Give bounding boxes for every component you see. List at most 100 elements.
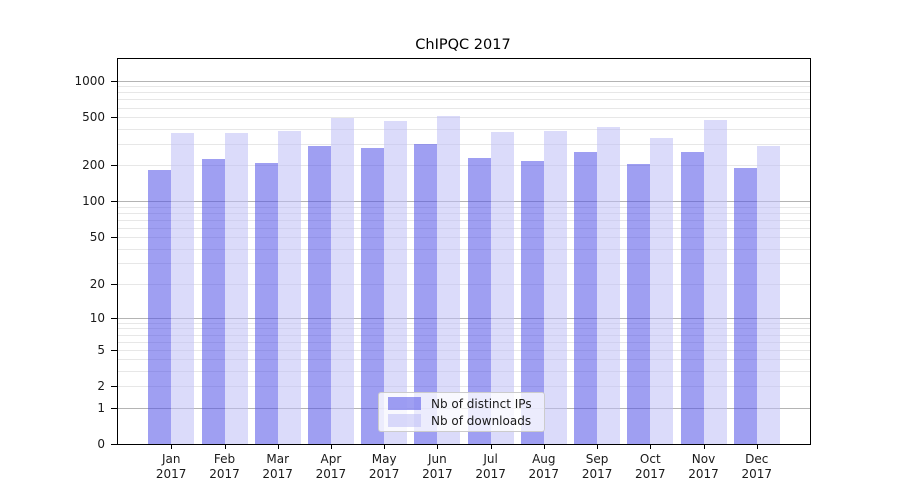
minor-gridline [118, 322, 810, 324]
x-tick [650, 444, 652, 449]
minor-gridline [118, 117, 810, 118]
x-tick-label: Feb 2017 [209, 452, 240, 481]
x-tick [224, 444, 226, 449]
x-tick [490, 444, 492, 449]
y-tick-label: 0 [97, 437, 105, 451]
minor-gridline [118, 165, 810, 167]
minor-gridline [118, 206, 810, 208]
bar-downloads-apr [330, 117, 354, 444]
x-tick-label: Mar 2017 [262, 452, 293, 481]
y-tick-label: 1000 [74, 73, 105, 88]
x-tick [384, 444, 386, 449]
legend: Nb of distinct IPs Nb of downloads [378, 392, 545, 432]
bar-downloads-jun [437, 115, 461, 444]
bar-distinct-ips-aug [520, 160, 544, 444]
y-tick [111, 165, 117, 167]
bar-downloads-dec [756, 145, 780, 444]
minor-gridline [118, 263, 810, 265]
x-tick [171, 444, 173, 449]
legend-swatch-distinct-ips [388, 397, 421, 410]
x-tick [597, 444, 599, 449]
x-tick-label: Apr 2017 [315, 452, 347, 481]
y-tick [111, 283, 117, 285]
minor-gridline [118, 341, 810, 343]
x-tick-label: May 2017 [368, 452, 400, 481]
legend-item-downloads: Nb of downloads [388, 414, 544, 428]
y-tick-label: 500 [82, 110, 105, 124]
y-tick [111, 407, 117, 409]
bar-distinct-ips-feb [201, 158, 225, 444]
bar-distinct-ips-nov [680, 151, 704, 444]
y-tick-label: 5 [97, 342, 105, 357]
x-tick-label: Nov 2017 [688, 452, 719, 481]
y-tick-label: 200 [82, 158, 105, 173]
minor-gridline [118, 86, 810, 88]
y-tick [111, 117, 117, 118]
bar-downloads-mar [277, 130, 301, 444]
minor-gridline [118, 107, 810, 109]
x-tick [437, 444, 439, 449]
bar-downloads-nov [703, 119, 727, 444]
bar-distinct-ips-jan [148, 169, 172, 444]
bar-distinct-ips-dec [733, 168, 757, 444]
bar-downloads-may [384, 121, 408, 444]
minor-gridline [118, 248, 810, 250]
minor-gridline [118, 212, 810, 214]
major-gridline [118, 201, 810, 203]
bar-distinct-ips-apr [307, 145, 331, 444]
legend-item-distinct-ips: Nb of distinct IPs [388, 397, 544, 411]
x-tick-label: Jul 2017 [475, 452, 506, 481]
x-tick [543, 444, 545, 449]
y-tick-label: 20 [89, 276, 105, 291]
minor-gridline [118, 92, 810, 94]
minor-gridline [118, 359, 810, 361]
minor-gridline [118, 328, 810, 330]
bar-distinct-ips-jul [467, 157, 491, 444]
bar-distinct-ips-jun [414, 144, 438, 444]
bar-distinct-ips-oct [627, 164, 651, 444]
bar-downloads-jan [171, 132, 195, 444]
minor-gridline [118, 349, 810, 351]
major-gridline [118, 80, 810, 82]
y-tick [111, 80, 117, 82]
bar-downloads-sep [597, 127, 621, 444]
x-tick-label: Dec 2017 [741, 452, 773, 481]
minor-gridline [118, 219, 810, 221]
x-tick [277, 444, 279, 449]
y-tick [111, 349, 117, 351]
y-tick-label: 1 [97, 400, 105, 415]
bar-downloads-feb [224, 133, 248, 444]
y-tick-label: 2 [97, 379, 105, 394]
y-tick-label: 10 [89, 310, 105, 325]
minor-gridline [118, 237, 810, 239]
minor-gridline [118, 283, 810, 285]
y-tick-label: 100 [82, 194, 105, 209]
x-tick-label: Jun 2017 [422, 452, 453, 481]
bar-downloads-oct [650, 137, 674, 444]
minor-gridline [118, 386, 810, 388]
minor-gridline [118, 371, 810, 373]
legend-label-downloads: Nb of downloads [431, 413, 532, 428]
x-tick [756, 444, 758, 449]
plot-area [117, 58, 811, 445]
legend-label-distinct-ips: Nb of distinct IPs [431, 396, 532, 411]
minor-gridline [118, 99, 810, 101]
x-tick [330, 444, 332, 449]
minor-gridline [118, 227, 810, 229]
chart-title: ChIPQC 2017 [415, 37, 511, 53]
x-tick [703, 444, 705, 449]
major-gridline [118, 317, 810, 319]
minor-gridline [118, 143, 810, 145]
bar-distinct-ips-may [361, 147, 385, 444]
y-tick-label: 50 [89, 230, 105, 245]
y-tick [111, 201, 117, 203]
y-tick [111, 317, 117, 319]
minor-gridline [118, 334, 810, 336]
x-tick-label: Aug 2017 [528, 452, 560, 481]
bar-downloads-aug [543, 130, 567, 444]
x-tick-label: Oct 2017 [635, 452, 666, 481]
y-tick [111, 386, 117, 388]
bar-downloads-jul [490, 131, 514, 444]
y-tick [111, 444, 117, 445]
